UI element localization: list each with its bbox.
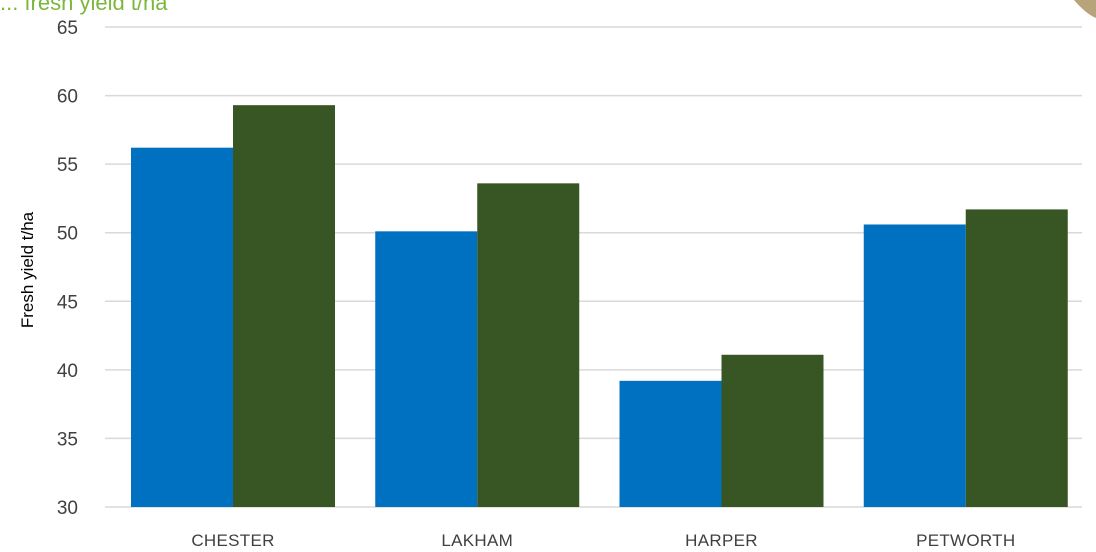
corner-decoration [1074, 0, 1096, 18]
y-tick-label: 55 [57, 155, 78, 176]
y-tick-label: 30 [57, 498, 78, 519]
x-category-label: CHESTER [191, 531, 274, 550]
bar-series-2 [721, 354, 824, 507]
bar-series-2 [233, 105, 335, 508]
bar-series-1 [863, 224, 966, 507]
chart-title: ... fresh yield t/ha [0, 0, 168, 15]
x-axis-categories: CHESTER LAKHAM HARPER PETWORTH [191, 531, 1015, 550]
x-category-label: PETWORTH [916, 531, 1015, 550]
y-tick-label: 50 [57, 224, 78, 245]
y-tick-label: 40 [57, 361, 78, 382]
y-tick-label: 60 [57, 87, 78, 108]
x-category-label: HARPER [685, 531, 758, 550]
bar-series-2 [477, 183, 580, 508]
bar-series-2 [965, 209, 1068, 507]
bar-series-1 [619, 380, 722, 507]
bar-series-1 [375, 231, 478, 508]
y-tick-label: 35 [57, 429, 78, 450]
y-axis-ticks: 30 35 40 45 50 55 60 65 [57, 18, 78, 519]
y-axis-label: Fresh yield t/ha [18, 211, 37, 328]
bars [131, 105, 1068, 508]
x-category-label: LAKHAM [441, 531, 513, 550]
y-tick-label: 65 [57, 18, 78, 39]
y-tick-label: 45 [57, 292, 78, 313]
bar-series-1 [131, 147, 233, 507]
